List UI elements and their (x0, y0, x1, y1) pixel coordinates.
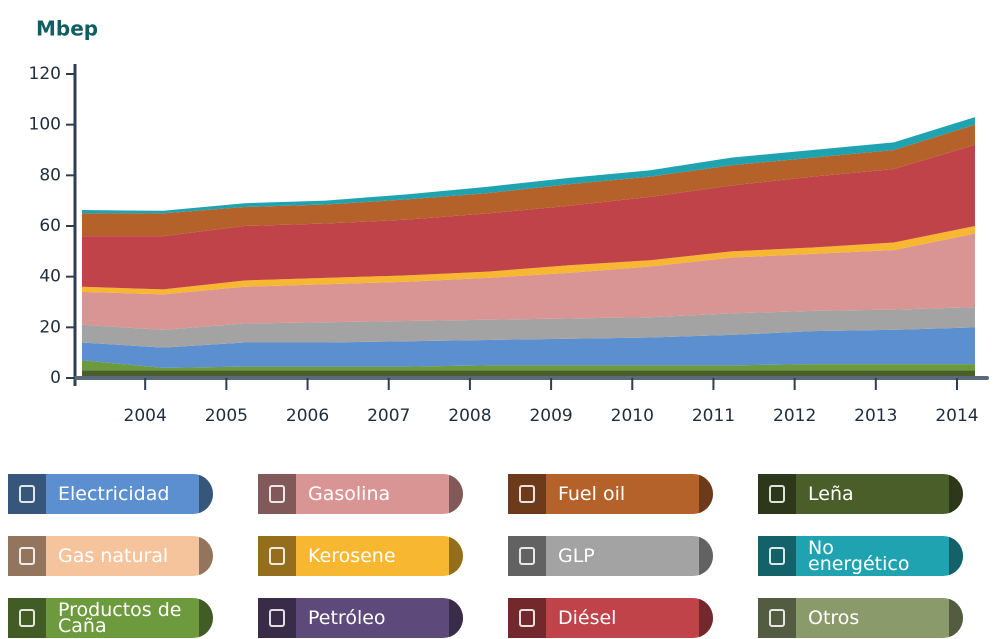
legend-item: Gas natural (8, 536, 213, 576)
legend-cap (199, 598, 213, 638)
legend-item: Otros (758, 598, 963, 638)
area (82, 124, 975, 237)
legend-label: Otros (808, 607, 860, 629)
x-tick-label: 2012 (773, 406, 816, 426)
y-axis-label: Mbep (36, 17, 98, 41)
legend-icon (508, 474, 546, 514)
y-tick-label: 120 (29, 64, 61, 84)
legend-label: GLP (558, 545, 595, 567)
legend-label: Diésel (558, 607, 617, 629)
legend-icon (758, 536, 796, 576)
legend-label: Gas natural (58, 545, 169, 567)
y-tick-label: 0 (50, 368, 61, 388)
x-tick-label: 2008 (448, 406, 491, 426)
legend-item: No energético (758, 536, 963, 576)
legend-cap (949, 598, 963, 638)
legend: Electricidad Gasolina Fuel oil Leña Gas natu… (8, 474, 998, 639)
area (82, 144, 975, 290)
legend-item: Productos de Caña (8, 598, 213, 638)
legend-cap (949, 536, 963, 576)
legend-label: No energético (808, 537, 910, 575)
legend-item: GLP (508, 536, 713, 576)
x-tick-label: 2013 (854, 406, 897, 426)
chart: Mbep 0 20 40 60 80 100 120 2004 2005 2006 2007 2008… (29, 17, 989, 426)
legend-cap (949, 474, 963, 514)
legend-item: Kerosene (258, 536, 463, 576)
y-tick-label: 60 (39, 216, 61, 236)
legend-icon (758, 474, 796, 514)
x-tick-label: 2014 (935, 406, 978, 426)
area (82, 307, 975, 348)
legend-icon (258, 474, 296, 514)
y-tick-label: 80 (39, 165, 61, 185)
legend-label: Petróleo (308, 607, 386, 629)
legend-icon (258, 598, 296, 638)
legend-label: Kerosene (308, 545, 396, 567)
legend-icon (258, 536, 296, 576)
legend-label: Productos de Caña (58, 599, 182, 637)
area (82, 360, 975, 371)
x-tick-label: 2005 (205, 406, 248, 426)
x-tick-label: 2009 (529, 406, 572, 426)
legend-label: Gasolina (308, 483, 391, 505)
legend-item: Gasolina (258, 474, 463, 514)
x-tick-label: 2007 (367, 406, 410, 426)
y-tick-label: 40 (39, 267, 61, 287)
x-tick-label: 2004 (124, 406, 167, 426)
legend-item: Electricidad (8, 474, 213, 514)
legend-item: Diésel (508, 598, 713, 638)
legend-cap (199, 536, 213, 576)
legend-cap (449, 474, 463, 514)
legend-cap (449, 598, 463, 638)
legend-label: Leña (808, 483, 854, 505)
legend-item: Leña (758, 474, 963, 514)
x-tick-label: 2011 (692, 406, 735, 426)
x-tick-label: 2006 (286, 406, 329, 426)
legend-icon (8, 474, 46, 514)
legend-cap (699, 536, 713, 576)
legend-cap (199, 474, 213, 514)
legend-icon (8, 598, 46, 638)
legend-icon (8, 536, 46, 576)
area (82, 233, 975, 330)
area (82, 327, 975, 368)
legend-cap (449, 536, 463, 576)
legend-label: Electricidad (58, 483, 170, 505)
legend-cap (699, 598, 713, 638)
x-tick-label: 2010 (611, 406, 654, 426)
legend-cap (699, 474, 713, 514)
legend-icon (758, 598, 796, 638)
legend-icon (508, 598, 546, 638)
legend-icon (508, 536, 546, 576)
legend-item: Fuel oil (508, 474, 713, 514)
y-tick-label: 20 (39, 317, 61, 337)
y-tick-label: 100 (29, 115, 61, 135)
legend-item: Petróleo (258, 598, 463, 638)
legend-label: Fuel oil (558, 483, 626, 505)
